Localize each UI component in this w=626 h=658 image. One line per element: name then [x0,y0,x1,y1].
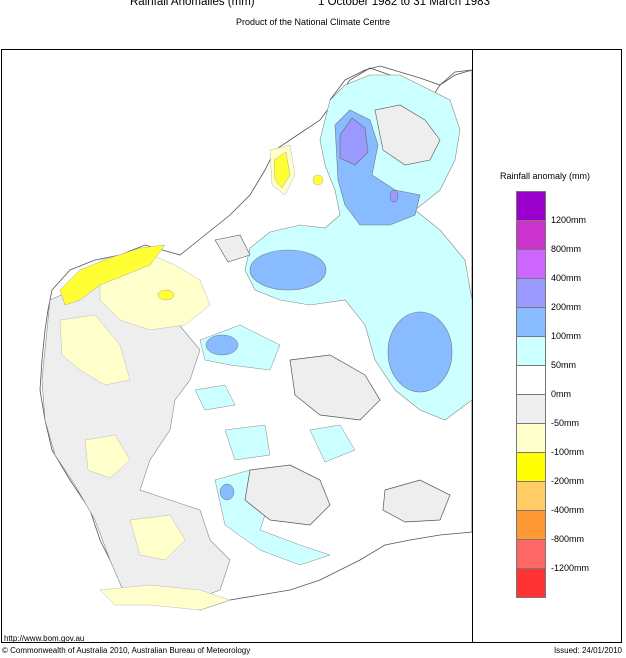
anomaly-region-neg50 [289,354,381,421]
legend-swatch [516,336,546,365]
anomaly-region-50 [309,424,356,463]
legend-label: 400mm [551,273,582,283]
map-title: Rainfall Anomalies (mm) [130,0,255,8]
anomaly-region-neg200 [157,289,175,301]
map-period: 1 October 1982 to 31 March 1983 [318,0,490,8]
legend-title: Rainfall anomaly (mm) [500,171,591,181]
anomaly-region-neg200 [59,244,166,306]
legend-swatch [516,249,546,278]
legend-swatch [516,191,546,220]
legend-label: 800mm [551,244,582,254]
legend-swatch [516,394,546,423]
legend-label: 100mm [551,331,582,341]
kimberley-coast [329,65,473,101]
legend-swatch [516,539,546,568]
legend-swatch [516,568,546,598]
footer-url[interactable]: http://www.bom.gov.au [4,634,85,643]
legend-swatch [516,481,546,510]
legend-swatch [516,510,546,539]
legend-swatch [516,423,546,452]
legend-label: -800mm [551,534,585,544]
anomaly-region-neg200 [273,151,291,189]
map-frame [1,49,622,643]
anomaly-region-200 [389,189,399,203]
anomaly-region-neg100 [129,514,186,561]
anomaly-region-neg50 [244,464,331,526]
footer-copyright: © Commonwealth of Australia 2010, Austra… [2,646,251,655]
legend-label: -100mm [551,447,585,457]
anomaly-region-200 [339,117,369,166]
anomaly-region-50 [194,384,236,411]
legend-label: -400mm [551,505,585,515]
anomaly-region-neg100 [84,434,131,479]
anomaly-region-100 [205,334,239,356]
legend-label: 200mm [551,302,582,312]
anomaly-region-100 [249,249,327,291]
legend-label: -200mm [551,476,585,486]
legend-swatch [516,220,546,249]
anomaly-region-neg200 [312,174,324,186]
legend-swatch [516,365,546,394]
anomaly-region-neg100 [99,584,231,611]
legend-swatches [516,191,546,598]
anomaly-region-neg100 [59,314,131,386]
anomaly-region-50 [224,424,271,461]
legend-swatch [516,307,546,336]
legend-swatch [516,278,546,307]
anomaly-region-neg50 [382,479,451,523]
legend-label: 50mm [551,360,577,370]
legend-label: 0mm [551,389,571,399]
legend-label: -50mm [551,418,580,428]
anomaly-region-100 [387,311,453,393]
legend-label: -1200mm [551,563,590,573]
footer-issued: Issued: 24/01/2010 [553,646,622,655]
legend-label: 1200mm [551,215,587,225]
map-subtitle: Product of the National Climate Centre [235,17,391,27]
anomaly-region-neg50 [374,104,441,166]
anomaly-region-neg50 [214,234,251,263]
anomaly-region-100 [219,483,235,501]
legend-swatch [516,452,546,481]
legend-divider [472,49,473,643]
